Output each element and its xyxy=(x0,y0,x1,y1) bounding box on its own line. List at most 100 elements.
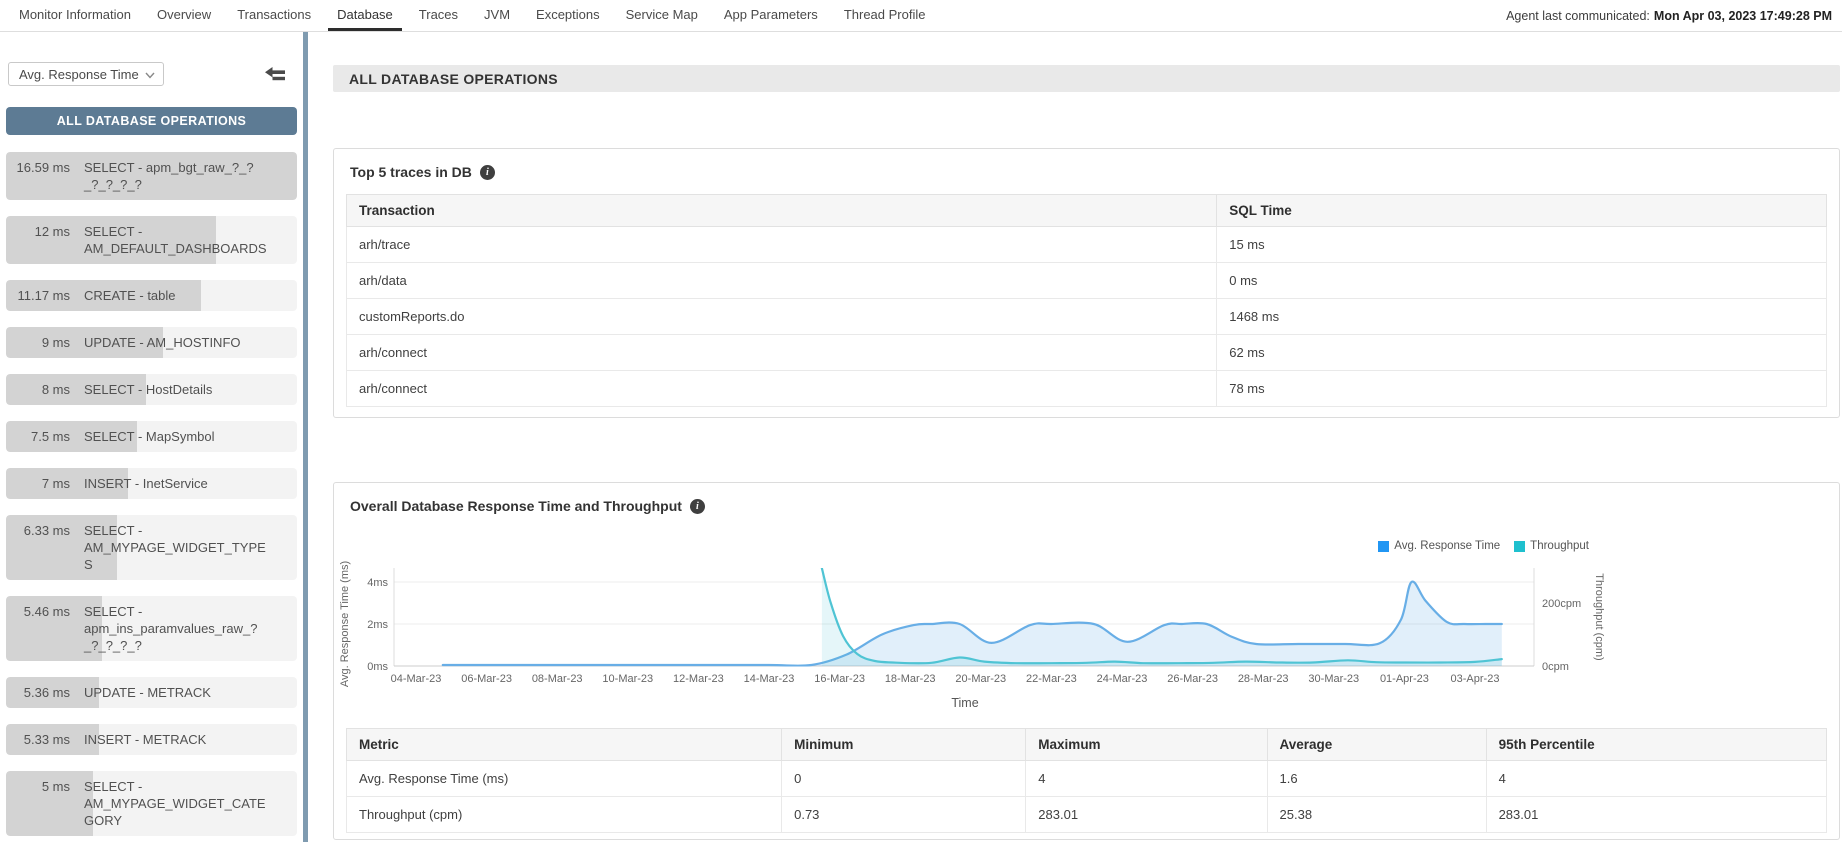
table-cell: 62 ms xyxy=(1216,334,1827,371)
info-icon[interactable]: i xyxy=(689,498,705,514)
tab-service-map[interactable]: Service Map xyxy=(625,6,698,22)
table-cell: 283.01 xyxy=(1025,796,1268,833)
info-icon[interactable]: i xyxy=(479,164,495,180)
query-time-value: 8 ms xyxy=(41,382,70,397)
collapse-sidebar-icon[interactable] xyxy=(265,65,287,83)
table-row: Avg. Response Time (ms) 0 4 1.6 4 xyxy=(345,760,1828,797)
svg-text:2ms: 2ms xyxy=(367,619,388,631)
table-cell: 15 ms xyxy=(1216,226,1827,263)
query-value-bar xyxy=(6,677,100,708)
query-value-bar xyxy=(6,327,164,358)
svg-text:16-Mar-23: 16-Mar-23 xyxy=(814,673,865,685)
top-nav: Monitor Information Overview Transactions D… xyxy=(0,0,1842,32)
query-label: SELECT - MapSymbol xyxy=(84,429,215,444)
column-header: Maximum xyxy=(1025,728,1268,761)
query-value-bar xyxy=(6,280,201,311)
table-cell: arh/data xyxy=(345,262,1218,299)
query-list-item[interactable]: 5 ms SELECT - AM_MYPAGE_WIDGET_CATEGORY xyxy=(6,771,297,836)
svg-text:26-Mar-23: 26-Mar-23 xyxy=(1167,673,1218,685)
svg-text:10-Mar-23: 10-Mar-23 xyxy=(602,673,653,685)
tab-jvm[interactable]: JVM xyxy=(484,6,511,22)
query-label: UPDATE - METRACK xyxy=(84,685,211,700)
query-list-item[interactable]: 9 ms UPDATE - AM_HOSTINFO xyxy=(6,327,297,358)
table-cell: 1468 ms xyxy=(1216,298,1827,335)
table-row: customReports.do 1468 ms xyxy=(345,298,1827,335)
response-throughput-chart[interactable]: 0ms 2ms 4ms 0cpm 200cpm 04-Mar-23 06-Mar-23 0… xyxy=(334,554,1834,714)
legend-item[interactable]: Throughput xyxy=(1514,540,1589,552)
query-list-item[interactable]: 8 ms SELECT - HostDetails xyxy=(6,374,297,405)
query-list-item[interactable]: 6.33 ms SELECT - AM_MYPAGE_WIDGET_TYPES xyxy=(6,515,297,580)
table-cell: Avg. Response Time (ms) xyxy=(345,760,783,797)
sidebar: Avg. Response Time ALL DATABASE OPERATIO… xyxy=(0,32,303,842)
query-list-item[interactable]: 11.17 ms CREATE - table xyxy=(6,280,297,311)
tab-overview[interactable]: Overview xyxy=(157,6,212,22)
column-header: Minimum xyxy=(781,728,1027,761)
top5-traces-card: Top 5 traces in DB i Transaction SQL Time… xyxy=(333,148,1840,418)
query-value-bar xyxy=(6,152,297,200)
query-list-item[interactable]: 5.33 ms INSERT - METRACK xyxy=(6,724,297,755)
tab-thread-profile[interactable]: Thread Profile xyxy=(843,6,926,22)
tab-exceptions[interactable]: Exceptions xyxy=(536,6,600,22)
query-list-item[interactable]: 16.59 ms SELECT - apm_bgt_raw_?_?_?_?_?_? xyxy=(6,152,297,200)
query-time-value: 6.33 ms xyxy=(23,523,70,538)
query-list-item[interactable]: 7.5 ms SELECT - MapSymbol xyxy=(6,421,297,452)
svg-text:30-Mar-23: 30-Mar-23 xyxy=(1308,673,1359,685)
query-time-value: 5 ms xyxy=(41,779,70,794)
svg-text:0ms: 0ms xyxy=(367,661,388,673)
x-axis-title: Time xyxy=(951,696,978,710)
table-cell: 283.01 xyxy=(1485,796,1828,833)
series-line-avg-response-time xyxy=(441,580,1503,667)
tab-app-parameters[interactable]: App Parameters xyxy=(723,6,818,22)
query-label: SELECT - AM_MYPAGE_WIDGET_CATEGORY xyxy=(84,779,266,828)
column-header: Average xyxy=(1266,728,1487,761)
chart-area[interactable]: Avg. Response Time Throughput 0ms 2ms 4ms 0… xyxy=(334,540,1839,714)
table-cell: 4 xyxy=(1025,760,1268,797)
main-content: ALL DATABASE OPERATIONS Top 5 traces in … xyxy=(308,32,1842,842)
top5-traces-table: Transaction SQL Time arh/trace 15 ms arh/dat… xyxy=(345,194,1827,407)
query-label: INSERT - InetService xyxy=(84,476,208,491)
query-value-bar xyxy=(6,771,94,836)
legend-item[interactable]: Avg. Response Time xyxy=(1378,540,1500,552)
svg-text:14-Mar-23: 14-Mar-23 xyxy=(744,673,795,685)
table-row: Throughput (cpm) 0.73 283.01 25.38 283.01 xyxy=(345,796,1828,833)
table-row: arh/connect 62 ms xyxy=(345,334,1827,371)
tab-transactions[interactable]: Transactions xyxy=(237,6,312,22)
tab-traces[interactable]: Traces xyxy=(418,6,459,22)
table-cell: 78 ms xyxy=(1216,370,1827,407)
query-label: SELECT - AM_MYPAGE_WIDGET_TYPES xyxy=(84,523,266,572)
table-cell: 0.73 xyxy=(781,796,1027,833)
svg-text:06-Mar-23: 06-Mar-23 xyxy=(461,673,512,685)
tab-database[interactable]: Database xyxy=(328,0,402,31)
tab-monitor-information[interactable]: Monitor Information xyxy=(19,6,131,22)
svg-text:03-Apr-23: 03-Apr-23 xyxy=(1451,673,1500,685)
legend-label: Avg. Response Time xyxy=(1394,540,1501,552)
summary-metrics-table: Metric Minimum Maximum Average 95th Percenti… xyxy=(345,728,1828,833)
query-label: SELECT - AM_DEFAULT_DASHBOARDS xyxy=(84,224,267,256)
svg-text:4ms: 4ms xyxy=(367,577,388,589)
query-value-bar xyxy=(6,421,137,452)
query-list-item[interactable]: 5.46 ms SELECT - apm_ins_paramvalues_raw_… xyxy=(6,596,297,661)
overall-chart-card: Overall Database Response Time and Throu… xyxy=(333,482,1840,840)
query-list-item[interactable]: 5.36 ms UPDATE - METRACK xyxy=(6,677,297,708)
query-value-bar xyxy=(6,515,117,580)
query-label: CREATE - table xyxy=(84,288,176,303)
query-time-value: 7.5 ms xyxy=(30,429,70,444)
table-cell: Throughput (cpm) xyxy=(345,796,783,833)
query-time-value: 9 ms xyxy=(41,335,70,350)
y-right-axis-title: Throughput (cpm) xyxy=(1593,573,1605,660)
query-time-value: 12 ms xyxy=(34,224,70,239)
query-list-item[interactable]: 7 ms INSERT - InetService xyxy=(6,468,297,499)
svg-text:18-Mar-23: 18-Mar-23 xyxy=(885,673,936,685)
all-database-operations-button[interactable]: ALL DATABASE OPERATIONS xyxy=(6,107,297,135)
table-cell: 0 ms xyxy=(1216,262,1827,299)
svg-text:04-Mar-23: 04-Mar-23 xyxy=(391,673,442,685)
query-list-item[interactable]: 12 ms SELECT - AM_DEFAULT_DASHBOARDS xyxy=(6,216,297,264)
svg-text:28-Mar-23: 28-Mar-23 xyxy=(1238,673,1289,685)
query-value-bar xyxy=(6,724,100,755)
metric-selector-dropdown[interactable]: Avg. Response Time xyxy=(8,62,164,86)
query-value-bar xyxy=(6,468,129,499)
metric-selector-value: Avg. Response Time xyxy=(19,66,139,82)
table-cell: arh/connect xyxy=(345,334,1218,371)
svg-text:01-Apr-23: 01-Apr-23 xyxy=(1380,673,1429,685)
svg-text:12-Mar-23: 12-Mar-23 xyxy=(673,673,724,685)
